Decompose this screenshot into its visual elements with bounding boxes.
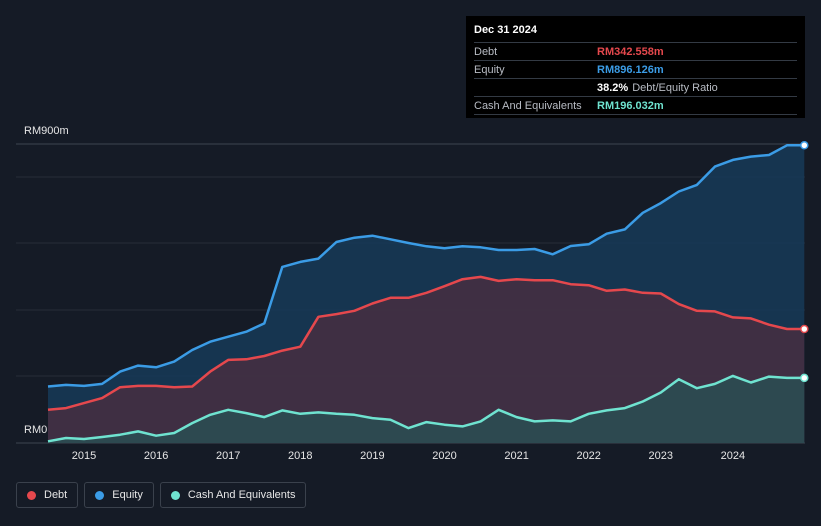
x-tick-label: 2018 xyxy=(288,450,313,462)
x-tick-label: 2019 xyxy=(360,450,385,462)
equity-line xyxy=(47,144,805,388)
legend-item-debt[interactable]: Debt xyxy=(16,482,79,508)
tooltip-row-cash: Cash And Equivalents RM196.032m xyxy=(474,96,797,115)
x-tick-label: 2016 xyxy=(143,450,169,462)
legend-dot xyxy=(27,490,36,500)
x-tick-label: 2024 xyxy=(720,450,746,462)
cash-area xyxy=(48,375,805,443)
tooltip-row-equity: Equity RM896.126m xyxy=(474,60,797,78)
legend-label: Equity xyxy=(112,489,143,501)
tooltip-value: RM196.032m xyxy=(597,99,664,112)
legend-label: Debt xyxy=(44,489,68,501)
legend-item-cash[interactable]: Cash And Equivalents xyxy=(159,482,307,508)
equity-end-marker xyxy=(800,141,809,150)
legend-dot xyxy=(170,490,180,500)
tooltip-value: 38.2% xyxy=(597,81,629,94)
tooltip-label: Cash And Equivalents xyxy=(474,99,582,112)
y-axis-bottom-label: RM0 xyxy=(24,424,48,436)
debt-end-marker xyxy=(800,324,809,334)
legend: Debt Equity Cash And Equivalents xyxy=(16,482,307,508)
tooltip-date: Dec 31 2024 xyxy=(474,24,537,36)
cash-line xyxy=(47,374,805,443)
legend-dot xyxy=(95,490,105,500)
tooltip-ratio-caption: Debt/Equity Ratio xyxy=(632,81,718,94)
legend-item-equity[interactable]: Equity xyxy=(84,482,154,508)
tooltip-label: Debt xyxy=(474,45,498,58)
tooltip-value: RM896.126m xyxy=(597,63,664,76)
debt-area xyxy=(48,276,805,443)
y-axis-top-label: RM900m xyxy=(24,125,69,137)
tooltip-row-debt: Debt RM342.558m xyxy=(474,42,797,60)
tooltip-value: RM342.558m xyxy=(597,45,664,58)
debt-line xyxy=(47,275,805,412)
x-tick-label: 2023 xyxy=(648,450,674,462)
tooltip: Dec 31 2024 Debt RM342.558m Equity RM896… xyxy=(466,16,805,118)
x-tick-label: 2020 xyxy=(432,450,457,462)
legend-label: Cash And Equivalents xyxy=(187,489,296,501)
cash-end-marker xyxy=(800,373,809,383)
tooltip-label: Equity xyxy=(474,63,505,76)
x-tick-label: 2017 xyxy=(215,450,241,462)
tooltip-row-ratio: 38.2% Debt/Equity Ratio xyxy=(474,78,797,96)
x-tick-label: 2021 xyxy=(504,450,529,462)
x-tick-label: 2015 xyxy=(71,450,97,462)
x-tick-label: 2022 xyxy=(576,450,601,462)
